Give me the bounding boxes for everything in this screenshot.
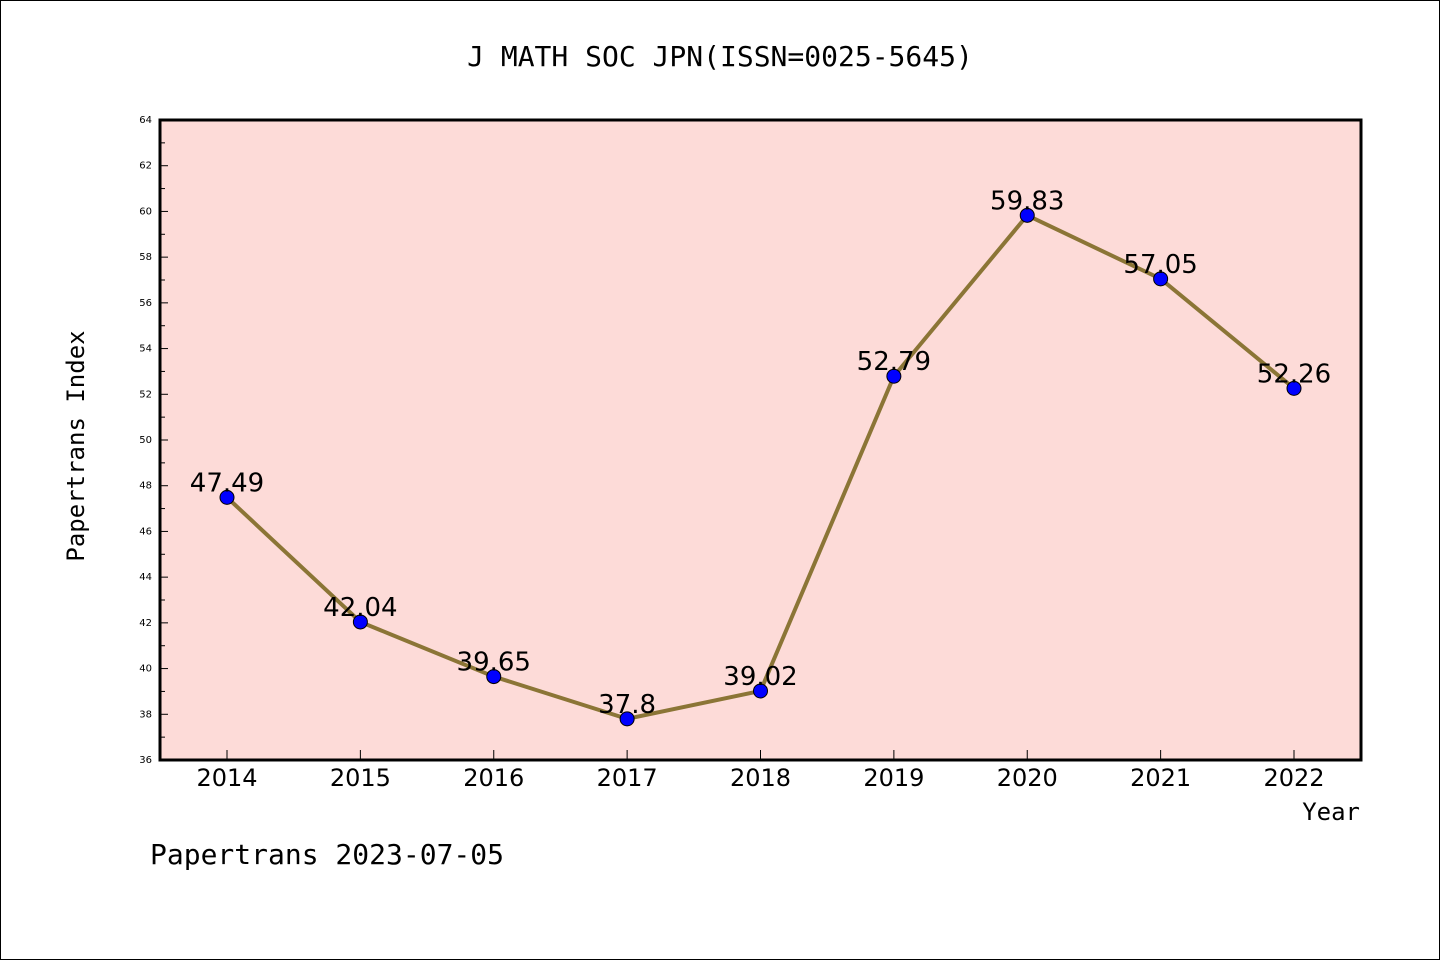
data-label: 52.26 bbox=[1257, 359, 1331, 389]
y-tick-label: 58 bbox=[139, 252, 152, 263]
data-point-marker bbox=[486, 669, 502, 685]
y-tick-label: 44 bbox=[139, 572, 152, 583]
y-tick-label: 62 bbox=[139, 161, 152, 172]
data-point-marker bbox=[1286, 380, 1302, 396]
data-point-marker bbox=[886, 368, 902, 384]
series-line-group bbox=[219, 207, 1302, 727]
plot-area bbox=[158, 118, 1363, 762]
y-tick-label: 36 bbox=[139, 755, 152, 766]
y-tick-label: 64 bbox=[139, 115, 152, 126]
data-point-marker bbox=[1153, 271, 1169, 287]
x-tick-label: 2019 bbox=[863, 764, 924, 792]
data-labels-group: 47.49 42.04 39.65 37.8 39.02 52.79 59.83 57.05 5… bbox=[190, 186, 1331, 720]
y-tick-label: 50 bbox=[139, 435, 152, 446]
y-tick-label: 60 bbox=[139, 206, 152, 217]
data-label: 57.05 bbox=[1123, 250, 1197, 280]
data-point-marker bbox=[1019, 207, 1035, 223]
y-tick-label: 42 bbox=[139, 618, 152, 629]
x-tick-label: 2021 bbox=[1130, 764, 1191, 792]
x-tick-label: 2018 bbox=[730, 764, 791, 792]
y-tick-label: 52 bbox=[139, 389, 152, 400]
y-axis: 36 38 40 42 44 46 48 50 52 54 56 58 60 62 64 bbox=[139, 115, 168, 766]
data-point-marker bbox=[352, 614, 368, 630]
data-label: 47.49 bbox=[190, 468, 264, 498]
data-label: 37.8 bbox=[598, 690, 656, 720]
chart-title: J MATH SOC JPN(ISSN=0025-5645) bbox=[467, 40, 973, 73]
y-tick-label: 56 bbox=[139, 298, 152, 309]
y-tick-label: 54 bbox=[139, 344, 152, 355]
y-tick-label: 46 bbox=[139, 526, 152, 537]
y-tick-label: 40 bbox=[139, 664, 152, 675]
footer-text: Papertrans 2023-07-05 bbox=[150, 838, 504, 871]
data-point-marker bbox=[619, 711, 635, 727]
x-tick-label: 2014 bbox=[196, 764, 257, 792]
x-tick-label: 2022 bbox=[1263, 764, 1324, 792]
y-tick-label: 48 bbox=[139, 481, 152, 492]
data-label: 39.65 bbox=[457, 648, 531, 678]
x-tick-label: 2020 bbox=[997, 764, 1058, 792]
y-tick-label: 38 bbox=[139, 709, 152, 720]
data-label: 52.79 bbox=[857, 347, 931, 377]
data-point-marker bbox=[219, 489, 235, 505]
x-axis-label: Year bbox=[1302, 798, 1360, 826]
data-label: 39.02 bbox=[723, 662, 797, 692]
x-tick-label: 2017 bbox=[597, 764, 658, 792]
data-label: 42.04 bbox=[323, 593, 397, 623]
x-tick-label: 2015 bbox=[330, 764, 391, 792]
x-axis: 2014 2015 2016 2017 2018 2019 2020 2021 2022 bbox=[196, 750, 1325, 792]
data-label: 59.83 bbox=[990, 186, 1064, 216]
data-point-marker bbox=[753, 683, 768, 699]
x-tick-label: 2016 bbox=[463, 764, 524, 792]
y-axis-label: Papertrans Index bbox=[62, 330, 90, 561]
